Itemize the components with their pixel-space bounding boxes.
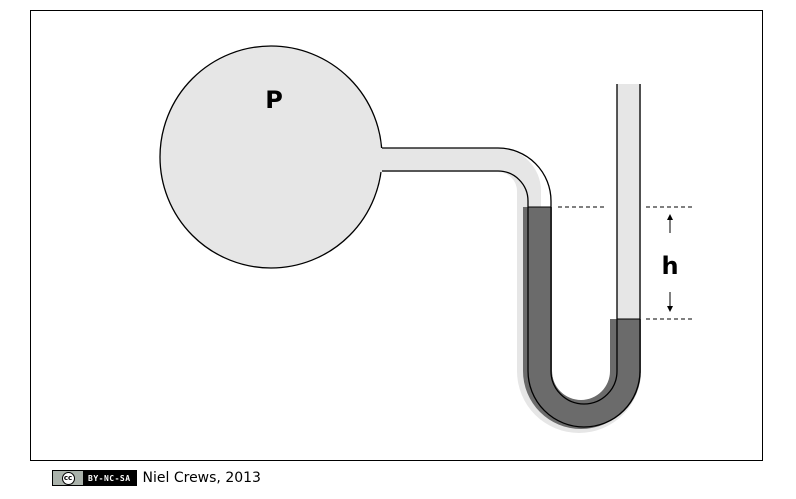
creative-commons-icon: cc	[53, 471, 83, 485]
diagram-frame: P h	[30, 10, 763, 461]
bulb-tube-joint	[371, 150, 385, 170]
pressure-bulb	[159, 45, 383, 269]
tube-outline-bottom	[382, 84, 641, 428]
cc-license-badge[interactable]: cc BY-NC-SA	[52, 470, 137, 486]
fluid-u-bend	[528, 371, 641, 428]
license-footer: cc BY-NC-SA Niel Crews, 2013	[52, 468, 261, 488]
tube-outline-top	[382, 84, 618, 405]
license-type: BY-NC-SA	[83, 471, 136, 485]
height-arrowhead-down	[667, 306, 673, 312]
author-credit: Niel Crews, 2013	[142, 470, 261, 486]
height-arrowhead-up	[667, 214, 673, 220]
pressure-label: P	[265, 86, 283, 114]
fluid-right-column	[617, 319, 641, 373]
fluid-left-column	[528, 207, 552, 373]
manometer-diagram: P h	[159, 45, 693, 433]
connecting-tube	[380, 84, 641, 433]
height-label: h	[661, 252, 678, 280]
